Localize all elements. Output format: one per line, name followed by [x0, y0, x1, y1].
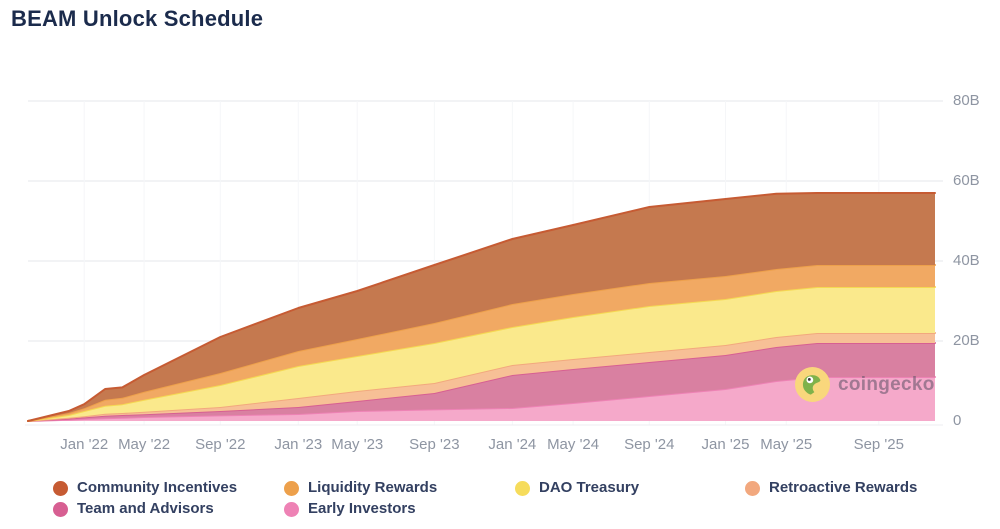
x-axis-label-sep-22: Sep '22 [195, 436, 246, 453]
legend-item-dao-treasury[interactable]: DAO Treasury [515, 479, 639, 497]
coingecko-watermark: coingecko [795, 367, 935, 402]
x-axis-label-jan-23: Jan '23 [274, 436, 323, 453]
area-band-early-investors[interactable] [28, 377, 935, 421]
x-axis-label-may-23: May '23 [331, 436, 384, 453]
x-axis-label-sep-23: Sep '23 [409, 436, 460, 453]
legend-label-community-incentives: Community Incentives [77, 479, 238, 496]
x-axis-label-sep-24: Sep '24 [624, 436, 675, 453]
legend-label-early-investors: Early Investors [308, 500, 416, 517]
area-band-retroactive-rewards[interactable] [28, 333, 935, 421]
x-axis-label-may-24: May '24 [547, 436, 600, 453]
area-band-dao-treasury[interactable] [28, 287, 935, 421]
legend-label-dao-treasury: DAO Treasury [539, 479, 640, 496]
legend-label-team-and-advisors: Team and Advisors [77, 500, 214, 517]
legend-item-community-incentives[interactable]: Community Incentives [53, 479, 237, 497]
legend-dot-dao-treasury [515, 480, 530, 496]
legend-label-liquidity-rewards: Liquidity Rewards [308, 479, 438, 496]
legend-dot-team-and-advisors [53, 501, 68, 517]
x-axis-label-sep-25: Sep '25 [853, 436, 904, 453]
area-band-liquidity-rewards[interactable] [28, 265, 935, 421]
legend-dot-retroactive-rewards [745, 480, 760, 496]
legend-item-retroactive-rewards[interactable]: Retroactive Rewards [745, 479, 917, 497]
y-axis-label-40B: 40B [953, 252, 980, 269]
area-top-line-community-incentives [27, 192, 936, 422]
x-axis-label-jan-22: Jan '22 [60, 436, 109, 453]
y-axis-label-20B: 20B [953, 332, 980, 349]
area-band-community-incentives[interactable] [28, 193, 935, 421]
legend-dot-liquidity-rewards [284, 480, 299, 496]
legend-dot-community-incentives [53, 480, 68, 496]
x-axis-label-may-25: May '25 [760, 436, 813, 453]
legend-item-liquidity-rewards[interactable]: Liquidity Rewards [284, 479, 437, 497]
legend-item-early-investors[interactable]: Early Investors [284, 500, 416, 518]
y-axis-label-0: 0 [953, 412, 962, 429]
watermark-text: coingecko [838, 373, 935, 395]
legend-dot-early-investors [284, 501, 299, 517]
x-axis-label-jan-24: Jan '24 [488, 436, 537, 453]
legend-item-team-and-advisors[interactable]: Team and Advisors [53, 500, 214, 518]
page-title: BEAM Unlock Schedule [11, 6, 264, 31]
x-axis-label-may-22: May '22 [118, 436, 171, 453]
area-band-team-and-advisors[interactable] [28, 343, 935, 421]
y-axis-label-60B: 60B [953, 172, 980, 189]
x-axis-label-jan-25: Jan '25 [701, 436, 750, 453]
y-axis-label-80B: 80B [953, 92, 980, 109]
gecko-icon [795, 367, 830, 402]
legend-label-retroactive-rewards: Retroactive Rewards [769, 479, 918, 496]
